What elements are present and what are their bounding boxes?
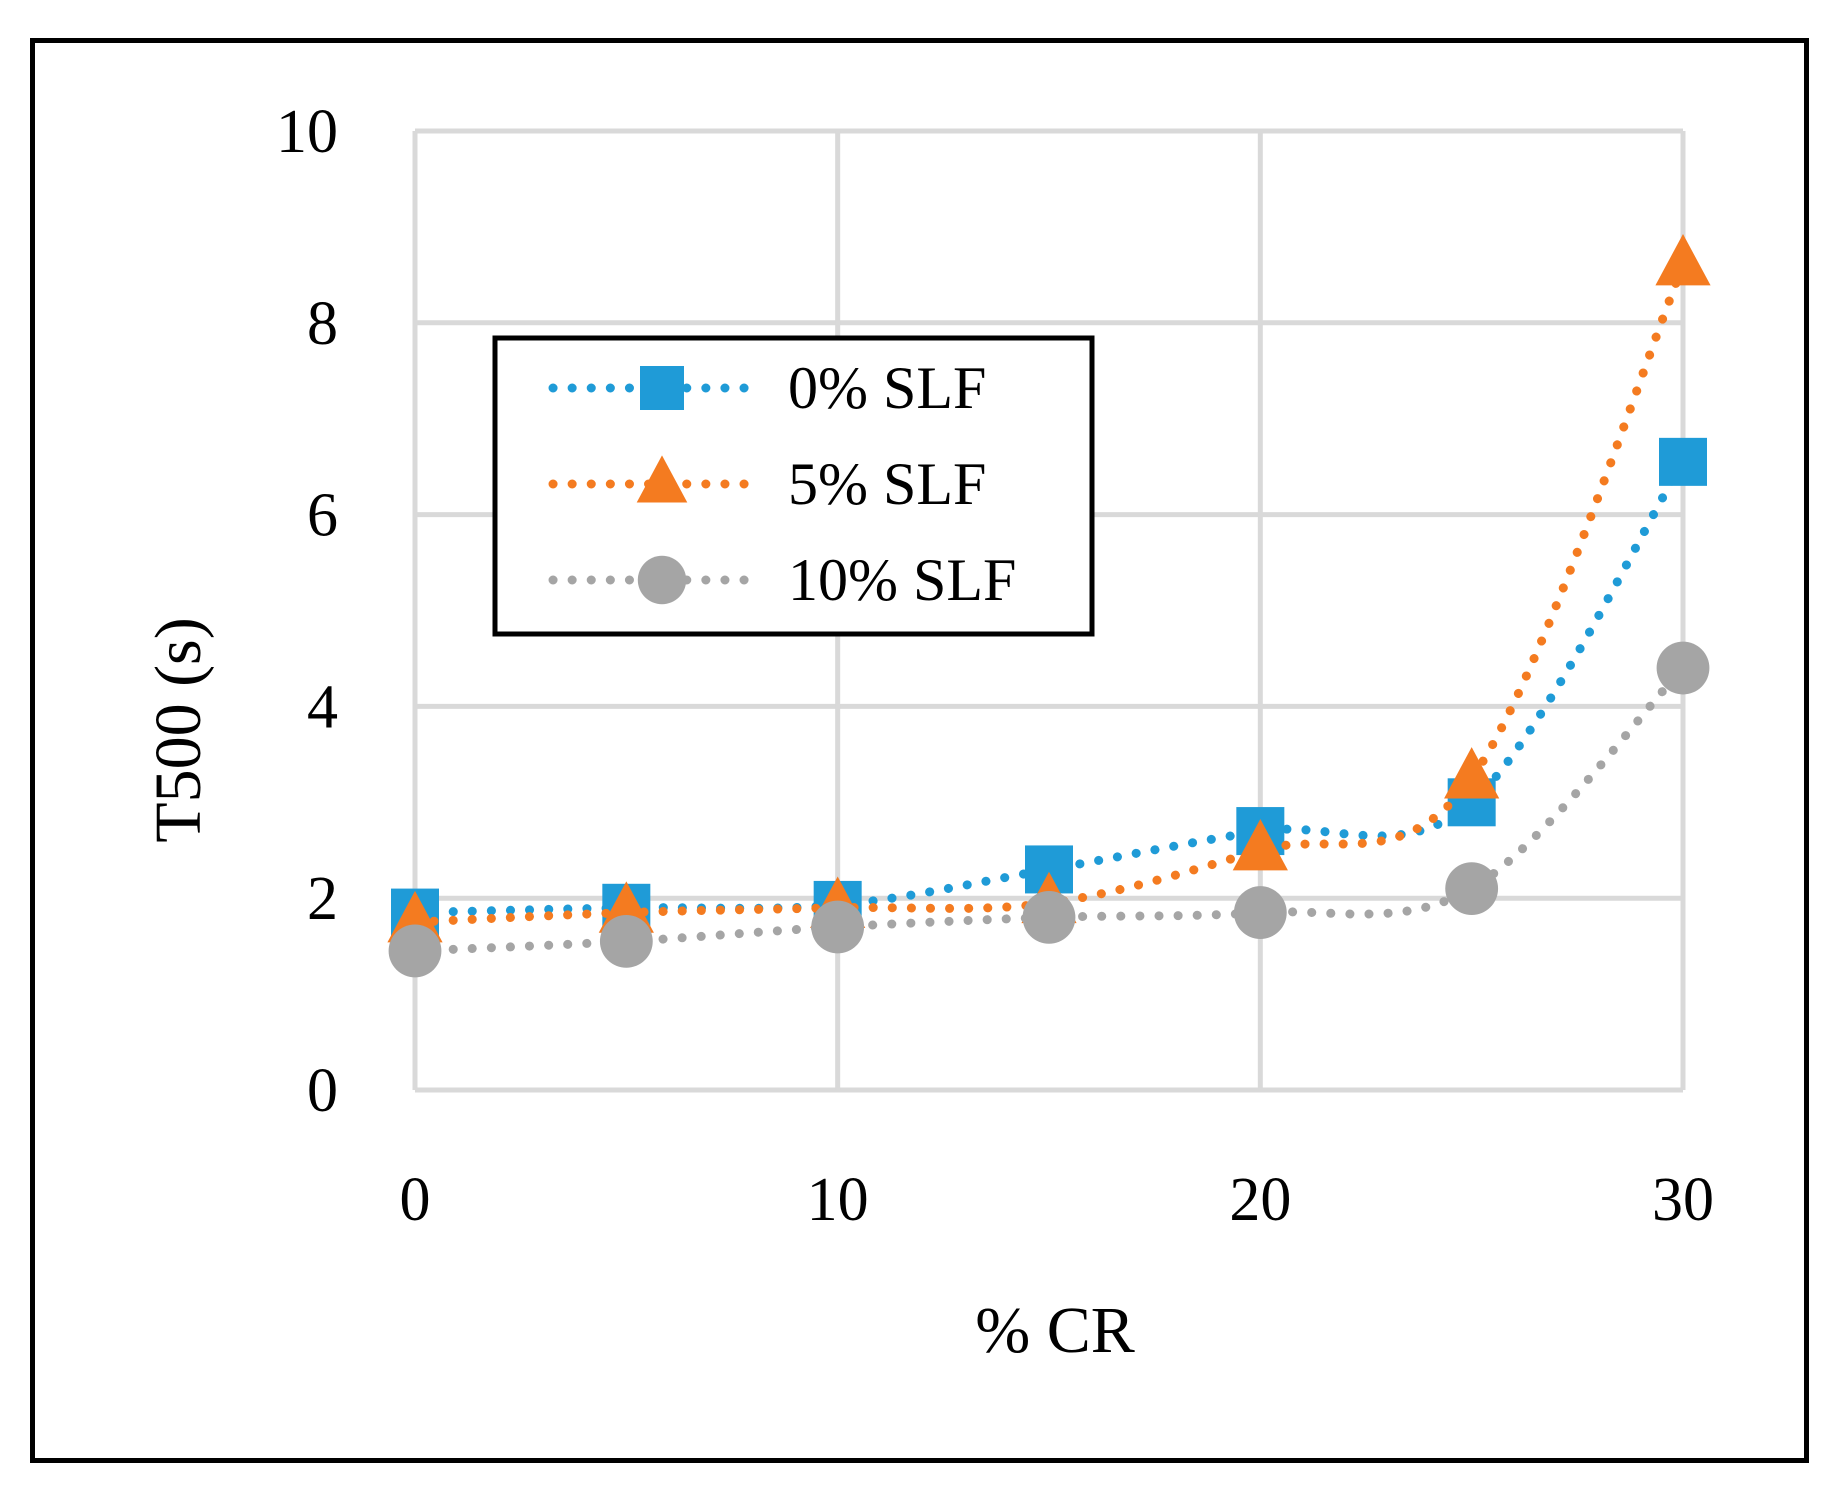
data-point-triangle [1655,234,1711,286]
legend: 0% SLF 5% SLF 10% SLF [492,335,1095,637]
y-tick-label: 6 [307,482,338,550]
y-tick-labels: 0 2 4 6 8 10 [276,98,338,1125]
legend-marker-triangle [636,455,688,503]
legend-entry: 10% SLF [548,547,1016,613]
y-tick-label: 4 [307,673,338,741]
legend-marker-square [640,366,684,410]
legend-label: 0% SLF [788,355,986,421]
data-point-circle [1656,641,1710,695]
y-tick-label: 0 [307,1057,338,1125]
data-point-square [1659,437,1707,486]
data-point-circle [388,924,442,978]
data-point-triangle [1444,747,1500,799]
y-tick-label: 10 [276,98,338,166]
data-point-circle [1233,886,1287,939]
x-tick-label: 0 [400,1166,431,1234]
legend-label: 5% SLF [788,451,986,517]
legend-entry: 0% SLF [548,355,986,421]
legend-entry: 5% SLF [548,451,986,517]
legend-marker-circle [637,555,687,605]
x-axis-title: % CR [975,1294,1135,1367]
series-3 [388,641,1710,978]
data-point-circle [1022,890,1076,944]
x-tick-label: 10 [807,1166,869,1234]
y-tick-label: 8 [307,290,338,358]
data-point-triangle [1232,819,1288,871]
x-tick-label: 30 [1652,1166,1714,1234]
legend-label: 10% SLF [788,547,1016,613]
y-tick-label: 2 [307,865,338,933]
x-tick-label: 20 [1229,1166,1291,1234]
data-point-circle [599,914,653,968]
x-tick-labels: 0 10 20 30 [400,1166,1715,1234]
y-axis-title: T500 (s) [142,617,215,842]
data-point-circle [1445,862,1499,916]
data-point-circle [811,900,865,954]
figure-border [30,38,1809,1463]
series-group [387,234,1711,978]
